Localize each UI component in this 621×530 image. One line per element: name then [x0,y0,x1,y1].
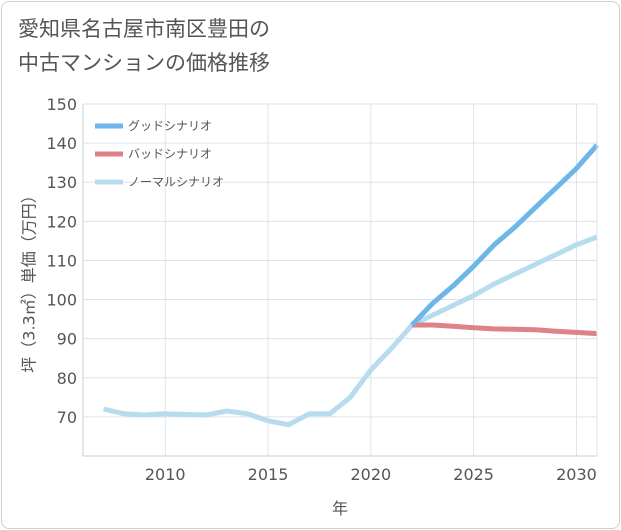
chart-title-line-2: 中古マンションの価格推移 [18,51,270,75]
grid [83,103,597,456]
y-tick-label: 90 [57,330,77,349]
y-tick-label: 100 [46,291,77,310]
x-tick-label: 2020 [350,465,391,484]
y-tick-label: 120 [46,212,77,231]
y-tick-label: 70 [57,408,77,427]
x-tick-label: 2030 [556,465,597,484]
y-tick-label: 140 [46,134,77,153]
y-axis-title: 坪（3.3㎡）単価（万円） [20,187,39,372]
x-tick-label: 2025 [453,465,494,484]
y-tick-label: 80 [57,369,77,388]
legend-label: バッドシナリオ [128,147,212,161]
x-tick-label: 2015 [248,465,289,484]
series-line-2 [103,234,598,428]
series-line-0 [410,143,599,327]
series-line-1 [412,322,598,337]
y-tick-label: 150 [46,95,77,114]
y-tick-label: 130 [46,173,77,192]
x-tick-label: 2010 [145,465,186,484]
axes [82,104,598,457]
legend-label: ノーマルシナリオ [128,175,224,189]
y-tick-label: 110 [46,251,77,270]
legend-label: グッドシナリオ [128,119,212,133]
series-lines [103,143,599,428]
x-axis-title: 年 [332,499,348,518]
chart-title-line-1: 愛知県名古屋市南区豊田の [18,17,270,41]
chart-title: 愛知県名古屋市南区豊田の 中古マンションの価格推移 [18,12,270,80]
tick-labels: 70 80 90 100 110 120 130 140 150 2010 2015 2020 2025… [46,95,596,484]
